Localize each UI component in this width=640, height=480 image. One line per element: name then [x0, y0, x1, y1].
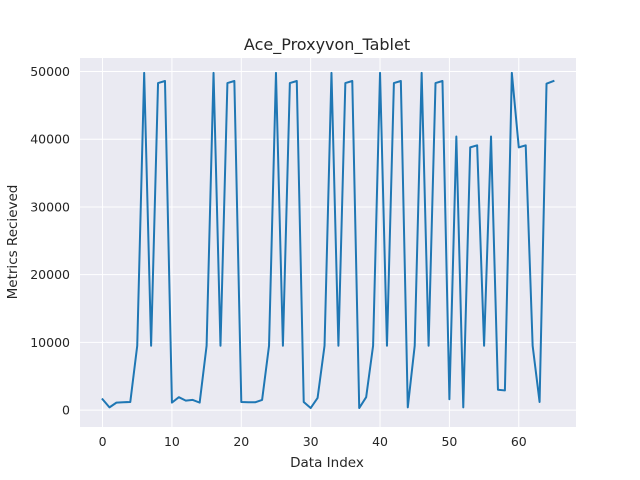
y-tick-label: 30000: [30, 199, 70, 214]
y-tick-label: 40000: [30, 132, 70, 147]
x-tick-label: 60: [511, 434, 527, 449]
y-tick-label: 0: [62, 403, 70, 418]
series-line-0: [101, 71, 555, 410]
x-axis-ticks: 0 10 20 30 40 50 60: [99, 434, 527, 449]
y-axis-label: Metrics Recieved: [5, 185, 21, 300]
y-axis-ticks: 0 10000 20000 30000 40000 50000: [30, 64, 70, 418]
y-tick-label: 20000: [30, 267, 70, 282]
x-tick-label: 30: [303, 434, 319, 449]
x-tick-label: 50: [441, 434, 457, 449]
x-tick-label: 40: [372, 434, 388, 449]
x-tick-label: 0: [99, 434, 107, 449]
x-tick-label: 10: [164, 434, 180, 449]
chart-title: Ace_Proxyvon_Tablet: [244, 35, 410, 55]
y-tick-label: 10000: [30, 335, 70, 350]
y-tick-label: 50000: [30, 64, 70, 79]
series-group: [101, 71, 555, 410]
x-tick-label: 20: [233, 434, 249, 449]
x-axis-label: Data Index: [290, 455, 364, 471]
